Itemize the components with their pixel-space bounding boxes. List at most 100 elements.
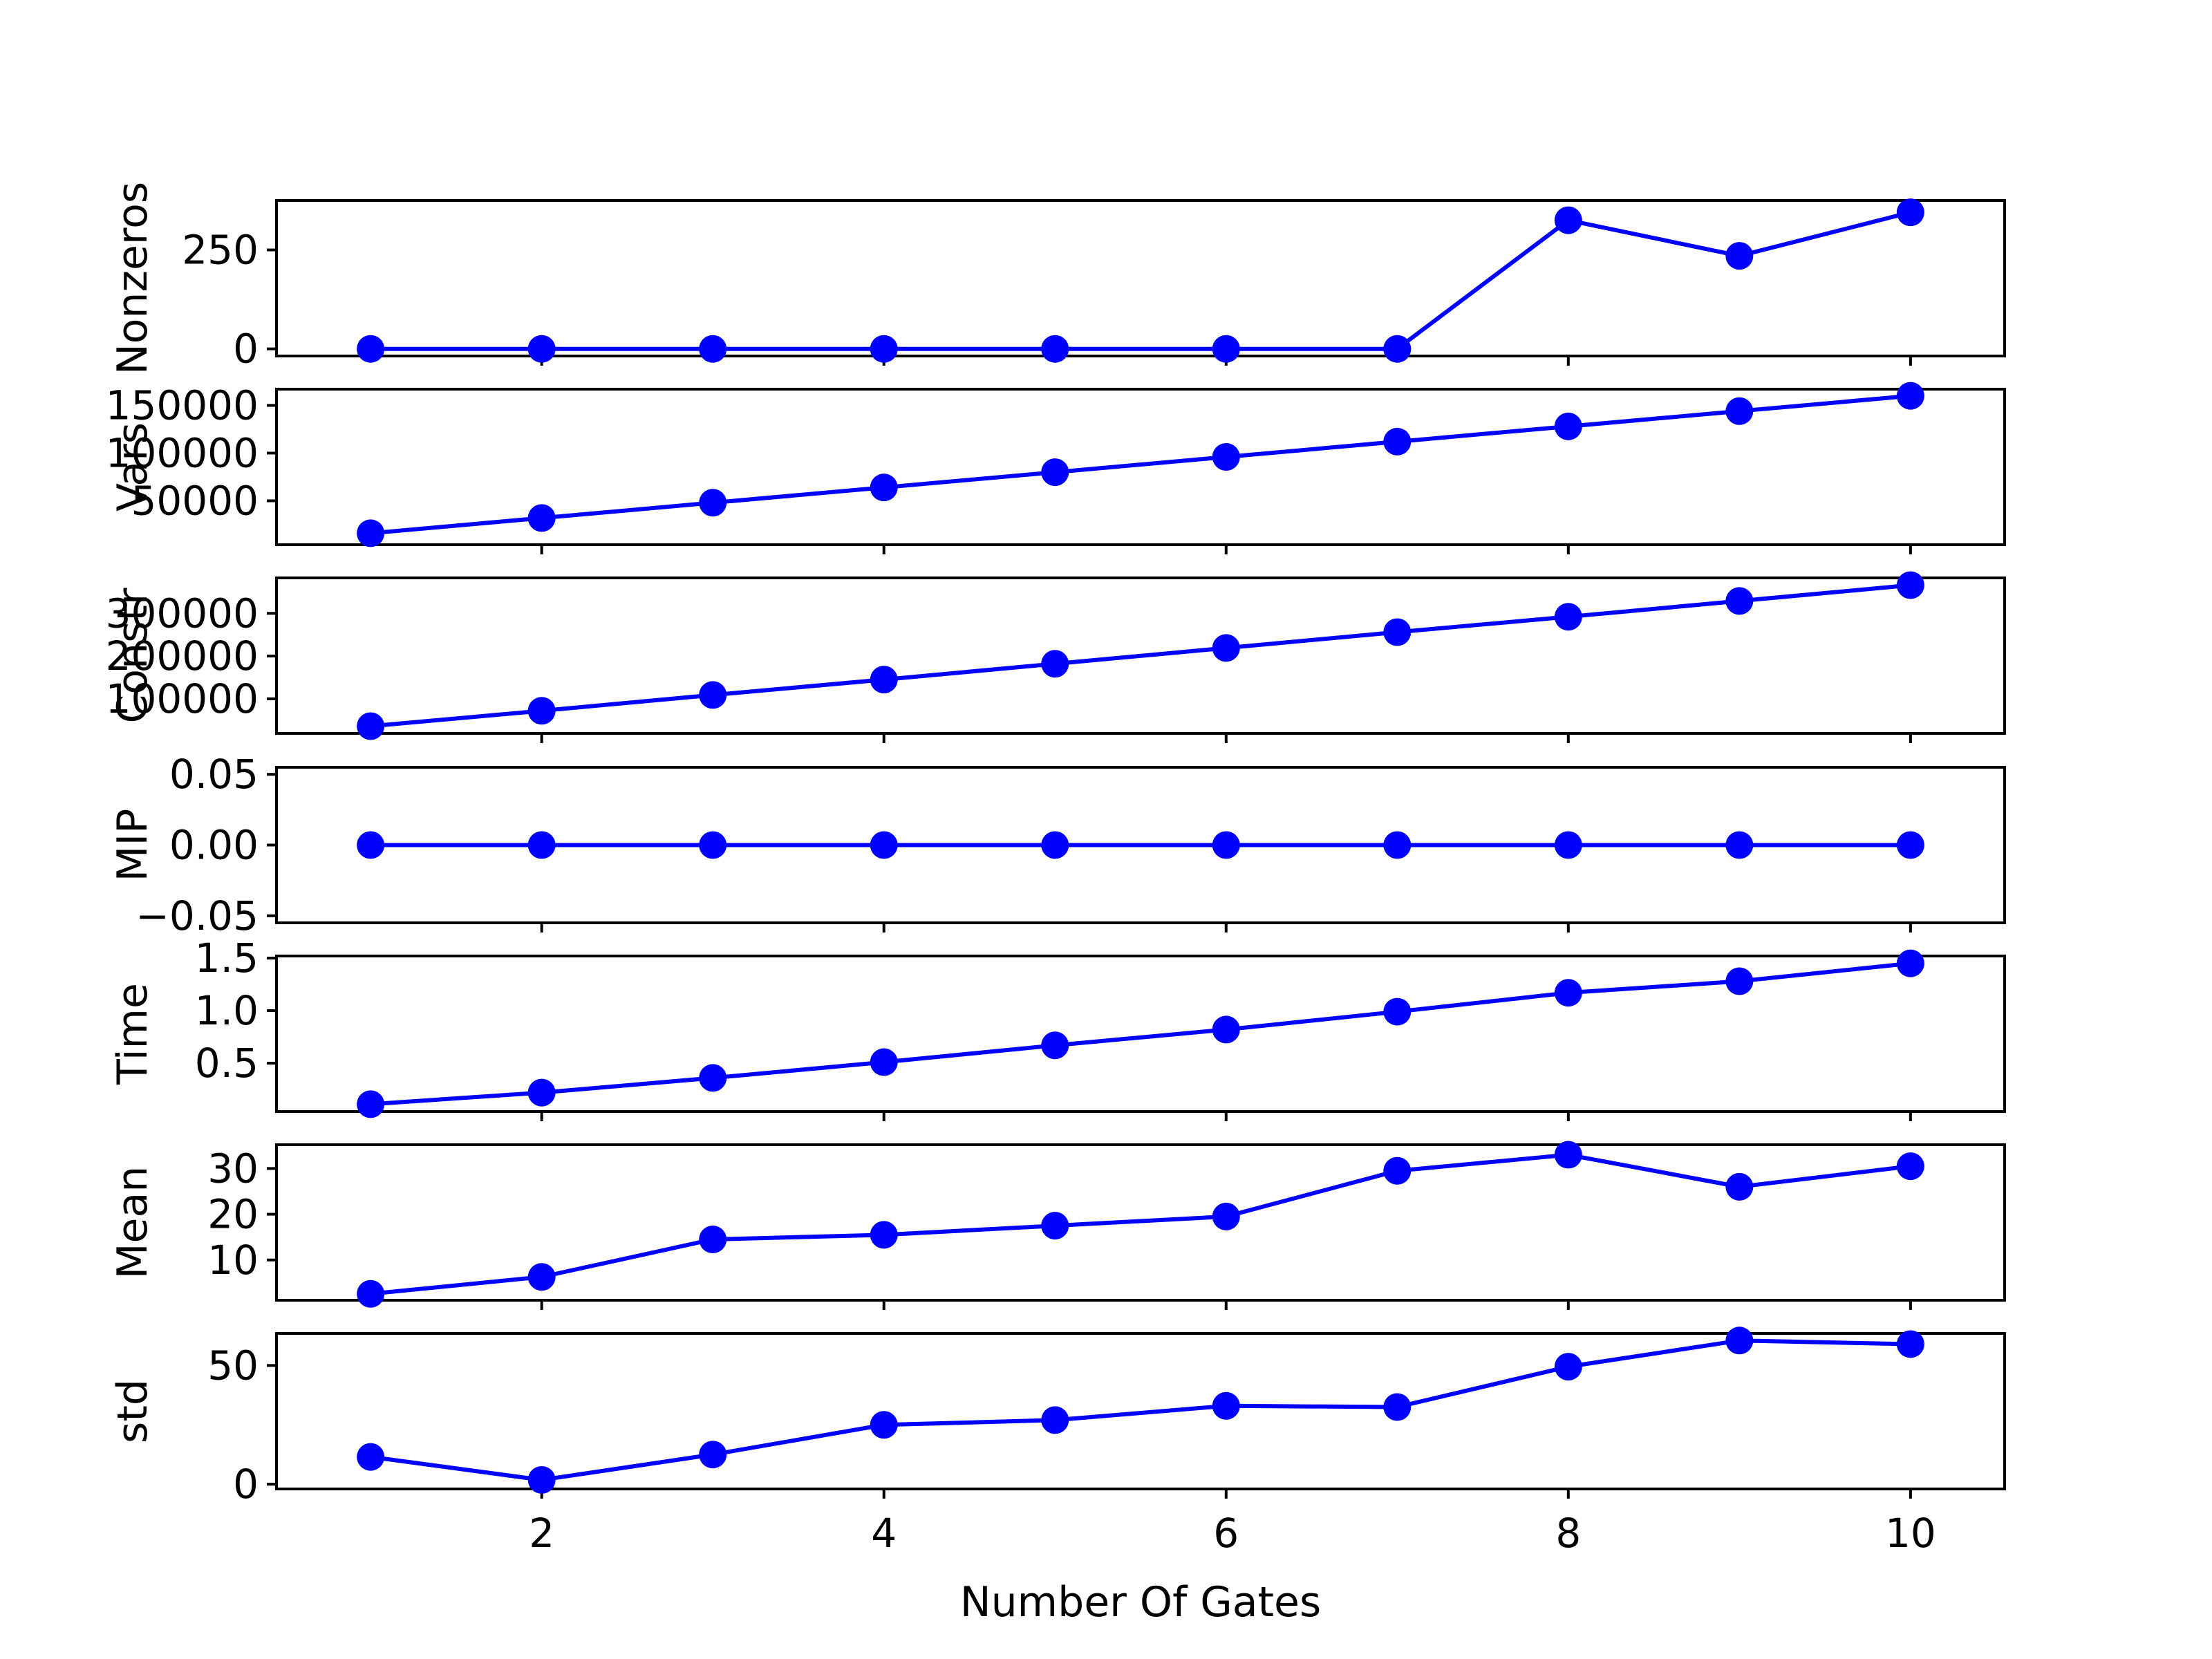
data-point	[527, 831, 556, 859]
data-point	[1554, 1141, 1582, 1169]
data-point	[870, 1221, 898, 1249]
y-tick-label: 0.5	[195, 1040, 259, 1087]
data-point	[699, 335, 727, 363]
data-point	[1383, 427, 1412, 456]
data-point	[870, 1411, 898, 1439]
subplots: 0250Nonzeros50000100000150000Vars1000002…	[106, 182, 2006, 1557]
data-point	[527, 1263, 556, 1291]
data-point	[1212, 634, 1240, 662]
data-point	[1212, 335, 1240, 363]
axes-frame	[275, 199, 2006, 357]
data-point	[870, 831, 898, 859]
data-point	[357, 712, 385, 740]
data-point	[1383, 335, 1412, 363]
subplot-time: 0.5 1.0 1.5 Time	[109, 935, 2006, 1121]
data-point	[1383, 618, 1412, 646]
data-point	[1725, 967, 1754, 995]
y-tick-label: 300000	[106, 590, 259, 637]
y-tick-label: 30	[207, 1145, 259, 1192]
axes-frame	[275, 1332, 2006, 1490]
data-point	[1041, 650, 1069, 678]
y-tick-label: 20	[207, 1191, 259, 1238]
y-tick-label: 0.05	[169, 751, 259, 798]
y-tick-label: 100000	[106, 675, 259, 722]
data-point	[1896, 1330, 1924, 1358]
data-point	[1725, 242, 1754, 270]
data-point	[527, 1465, 556, 1494]
data-point	[1725, 1327, 1754, 1355]
data-point	[1896, 382, 1924, 410]
data-point	[1212, 1202, 1240, 1230]
data-point	[357, 1443, 385, 1471]
x-axis-label: Number Of Gates	[960, 1578, 1321, 1627]
y-tick-label: 10	[207, 1237, 259, 1284]
data-point	[870, 474, 898, 502]
data-point	[1212, 831, 1240, 859]
data-point	[1383, 997, 1412, 1026]
data-point	[1041, 831, 1069, 859]
data-point	[1725, 587, 1754, 615]
y-axis-label: MIP	[109, 809, 157, 882]
data-point	[1212, 1015, 1240, 1044]
series-line	[370, 1338, 1911, 1482]
data-point	[1383, 1393, 1412, 1421]
data-point	[1554, 831, 1582, 859]
y-tick-label: 0	[233, 1461, 259, 1508]
data-point	[1383, 831, 1412, 859]
data-point	[1725, 831, 1754, 859]
y-axis-label: Vars	[109, 422, 157, 512]
y-tick-label: 250	[182, 227, 259, 274]
y-tick-label: 50000	[131, 478, 259, 525]
x-tick-label: 6	[1213, 1510, 1239, 1557]
axes-frame	[275, 1143, 2006, 1302]
data-point	[870, 666, 898, 694]
y-axis-label: Mean	[109, 1166, 157, 1279]
data-point	[527, 1078, 556, 1107]
data-point	[1554, 206, 1582, 234]
series-line	[370, 583, 1911, 729]
data-point	[1896, 949, 1924, 977]
subplot-mip: −0.05 0.00 0.05 MIP	[109, 751, 2006, 939]
data-point	[1896, 831, 1924, 859]
y-tick-label: 1.5	[195, 935, 259, 982]
subplot-nonzeros: 0 250 Nonzeros	[109, 182, 2006, 375]
data-point	[1041, 1406, 1069, 1434]
data-point	[1725, 1172, 1754, 1201]
data-point	[699, 1064, 727, 1092]
data-point	[1041, 458, 1069, 487]
y-tick-label: 0	[233, 326, 259, 373]
data-point	[527, 335, 556, 363]
data-point	[1041, 1212, 1069, 1240]
data-point	[1041, 335, 1069, 363]
data-point	[1383, 1156, 1412, 1185]
series-line	[370, 1152, 1911, 1296]
x-tick-label: 8	[1555, 1510, 1581, 1557]
data-point	[1554, 603, 1582, 631]
y-tick-label: 50	[207, 1342, 259, 1389]
x-tick-label: 2	[529, 1510, 554, 1557]
y-axis-label: Nonzeros	[109, 182, 157, 375]
data-point	[870, 335, 898, 363]
axes-frame	[275, 955, 2006, 1113]
x-tick-label: 10	[1885, 1510, 1936, 1557]
data-point	[1212, 443, 1240, 471]
data-point	[1896, 198, 1924, 227]
data-point	[1725, 397, 1754, 425]
data-point	[1041, 1031, 1069, 1060]
y-tick-label: 0.00	[169, 822, 259, 869]
series-line	[371, 210, 1911, 351]
data-point	[1896, 1152, 1924, 1181]
data-point	[527, 504, 556, 532]
y-tick-label: 150000	[106, 382, 259, 429]
y-tick-label: −0.05	[135, 892, 259, 939]
series-line	[370, 393, 1911, 536]
data-point	[357, 335, 385, 363]
data-point	[1212, 1391, 1240, 1420]
data-point	[357, 831, 385, 859]
data-point	[699, 1225, 727, 1253]
y-tick-label: 200000	[106, 632, 259, 679]
data-point	[1554, 979, 1582, 1007]
